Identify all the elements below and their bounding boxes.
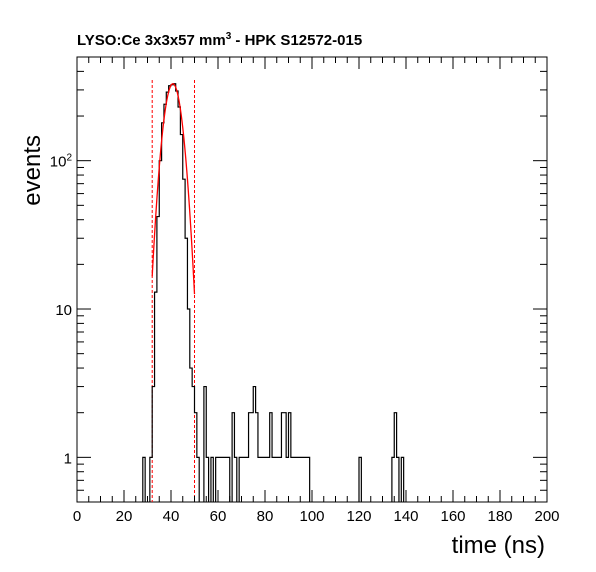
x-tick-label: 0	[73, 508, 81, 525]
histogram-bin	[176, 91, 178, 502]
x-tick-label: 200	[534, 508, 559, 525]
histogram-bin	[277, 457, 279, 502]
x-tick-label: 80	[257, 508, 274, 525]
histogram-bin	[225, 457, 227, 502]
histogram-bin	[260, 457, 262, 502]
histogram-bin	[293, 457, 295, 502]
histogram-bin	[178, 107, 180, 502]
histogram-bin	[180, 135, 182, 502]
histogram-bin	[258, 457, 260, 502]
y-tick-label: 102	[50, 153, 73, 171]
histogram-bin	[303, 457, 305, 502]
histogram-bin	[190, 368, 192, 502]
chart-title-superscript: 3	[226, 31, 232, 42]
x-tick-label: 120	[346, 508, 371, 525]
y-axis-title: events	[19, 135, 46, 206]
histogram-bin	[274, 457, 276, 502]
histogram-bin	[171, 85, 173, 502]
histogram-bin	[298, 457, 300, 502]
histogram-bin	[300, 457, 302, 502]
chart-title-suffix: - HPK S12572-015	[231, 32, 362, 49]
x-axis-title: time (ns)	[452, 532, 545, 559]
histogram-bin	[267, 457, 269, 502]
histogram-bin	[279, 457, 281, 502]
histogram-bin	[162, 123, 164, 502]
x-axis: 0 20 40 60 80 100 120 140 160 180 200	[73, 57, 560, 525]
x-tick-label: 180	[487, 508, 512, 525]
histogram-series	[142, 83, 405, 502]
histogram-bin	[166, 92, 168, 502]
histogram-bin	[291, 457, 293, 502]
x-tick-label: 140	[393, 508, 418, 525]
histogram-bin	[242, 457, 244, 502]
histogram-bin	[296, 457, 298, 502]
gaussian-fit-curve	[151, 83, 196, 295]
chart-title: LYSO:Ce 3x3x57 mm3 - HPK S12572-015	[77, 31, 362, 49]
histogram-bin	[272, 457, 274, 502]
x-tick-label: 60	[210, 508, 227, 525]
y-axis: 1 10 102	[50, 56, 547, 503]
histogram-bin	[173, 84, 175, 502]
histogram-bin	[305, 457, 307, 502]
x-tick-label: 20	[116, 508, 133, 525]
histogram-bin	[251, 413, 253, 502]
histogram-bin	[286, 457, 288, 502]
histogram-bins	[143, 84, 404, 502]
histogram-bin	[244, 457, 246, 502]
chart-title-main: LYSO:Ce 3x3x57 mm	[77, 32, 226, 49]
histogram-bin	[246, 457, 248, 502]
plot-frame	[76, 56, 548, 503]
fit-range-lines	[151, 79, 195, 502]
x-tick-label: 160	[440, 508, 465, 525]
histogram-bin	[223, 457, 225, 502]
y-tick-label: 10	[55, 302, 72, 319]
histogram-bin	[220, 457, 222, 502]
histogram-bin	[164, 104, 166, 502]
histogram-bin	[169, 86, 171, 502]
x-tick-label: 100	[299, 508, 324, 525]
y-tick-label: 1	[64, 450, 72, 467]
x-tick-label: 40	[163, 508, 180, 525]
